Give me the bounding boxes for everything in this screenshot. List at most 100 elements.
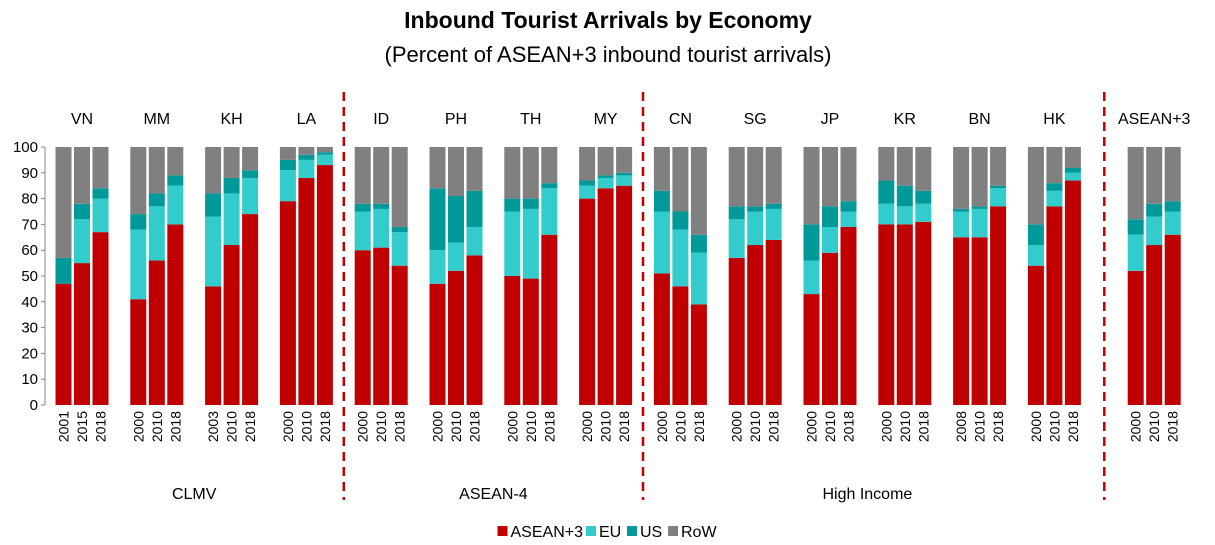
x-tick-label: 2000 (1028, 411, 1044, 442)
bar-segment (1027, 224, 1044, 246)
bar-segment (690, 147, 707, 235)
bar-segment (354, 250, 371, 405)
economy-label: MM (143, 111, 170, 128)
bar-segment (391, 226, 408, 233)
bar-segment (1146, 203, 1163, 217)
bar-segment (803, 224, 820, 261)
chart-title: Inbound Tourist Arrivals by Economy (404, 7, 812, 33)
bar-segment (653, 147, 670, 191)
economy-label: TH (520, 111, 541, 128)
economy-label: ASEAN+3 (1118, 111, 1191, 128)
bar-segment (429, 250, 446, 284)
bar-segment (915, 203, 932, 222)
bar-segment (1027, 265, 1044, 405)
bar-segment (316, 152, 333, 155)
bar-segment (448, 196, 464, 243)
x-tick-label: 2000 (878, 411, 894, 442)
x-tick-label: 2000 (1128, 411, 1144, 442)
x-tick-label: 2018 (1065, 411, 1081, 442)
bar-segment (728, 147, 745, 207)
bar-segment (597, 177, 614, 189)
bar-segment (298, 154, 315, 160)
y-tick-label: 50 (21, 268, 38, 285)
bar-segment (242, 147, 259, 171)
bar-segment (896, 147, 913, 186)
bar-segment (223, 245, 240, 405)
bar-segment (448, 147, 464, 197)
bar-segment (597, 175, 614, 178)
bar-segment (822, 206, 838, 227)
bar-segment (1127, 270, 1144, 405)
y-tick-label: 90 (21, 165, 38, 182)
bar-segment (840, 211, 857, 227)
bar-segment (316, 165, 333, 405)
y-tick-label: 80 (21, 191, 38, 208)
bar-segment (279, 147, 296, 160)
x-tick-label: 2010 (523, 411, 539, 442)
bar-segment (1127, 147, 1144, 220)
bar-segment (466, 226, 483, 256)
legend-label: US (640, 524, 662, 541)
bar-segment (653, 190, 670, 212)
y-tick-label: 20 (21, 345, 38, 362)
bar-segment (354, 147, 371, 204)
bar-segment (504, 147, 521, 199)
chart-subtitle: (Percent of ASEAN+3 inbound tourist arri… (385, 42, 832, 67)
economy-label: VN (71, 111, 93, 128)
bar-segment (429, 283, 446, 405)
bar-segment (616, 185, 633, 405)
bar-segment (878, 147, 895, 181)
bar-segment (1027, 147, 1044, 225)
x-tick-label: 2008 (953, 411, 969, 442)
bar-segment (840, 226, 857, 405)
x-tick-label: 2018 (242, 411, 258, 442)
bar-segment (1064, 147, 1081, 168)
bar-segment (915, 147, 932, 191)
bar-segment (1164, 234, 1181, 405)
x-tick-label: 2000 (579, 411, 595, 442)
bar-segment (878, 224, 895, 405)
bar-segment (1164, 201, 1181, 212)
x-tick-label: 2000 (280, 411, 296, 442)
x-tick-label: 2018 (467, 411, 483, 442)
bar-segment (92, 188, 109, 199)
economy-label: CN (669, 111, 692, 128)
bar-segment (298, 159, 315, 178)
bar-segment (616, 147, 633, 173)
bar-segment (429, 188, 446, 251)
bar-segment (672, 229, 689, 287)
region-label: High Income (822, 486, 912, 503)
bar-segment (55, 283, 72, 405)
bar-segment (990, 185, 1007, 189)
region-label: CLMV (172, 486, 217, 503)
bar-segment (1164, 147, 1181, 202)
legend-label: ASEAN+3 (511, 524, 584, 541)
bar-segment (522, 208, 539, 279)
bar-segment (316, 154, 333, 166)
bar-segment (74, 203, 90, 220)
bar-segment (130, 214, 147, 230)
bar-segment (1064, 172, 1081, 181)
bar-segment (223, 193, 240, 246)
bar-segment (728, 257, 745, 405)
bar-segment (148, 147, 165, 194)
bar-segment (953, 237, 970, 405)
x-tick-label: 2010 (224, 411, 240, 442)
bar-segment (130, 299, 147, 405)
bar-segment (597, 147, 614, 176)
bar-segment (242, 214, 259, 405)
y-tick-label: 60 (21, 242, 38, 259)
bar-segment (167, 224, 184, 405)
bar-segment (990, 147, 1007, 186)
bar-segment (616, 172, 633, 176)
bar-segment (822, 252, 838, 405)
bar-segment (298, 147, 315, 155)
bar-segment (915, 221, 932, 405)
bar-segment (579, 180, 596, 186)
bar-segment (672, 211, 689, 230)
bar-segment (840, 201, 857, 212)
economy-label: SG (744, 111, 767, 128)
x-tick-label: 2018 (990, 411, 1006, 442)
bar-segment (878, 180, 895, 204)
